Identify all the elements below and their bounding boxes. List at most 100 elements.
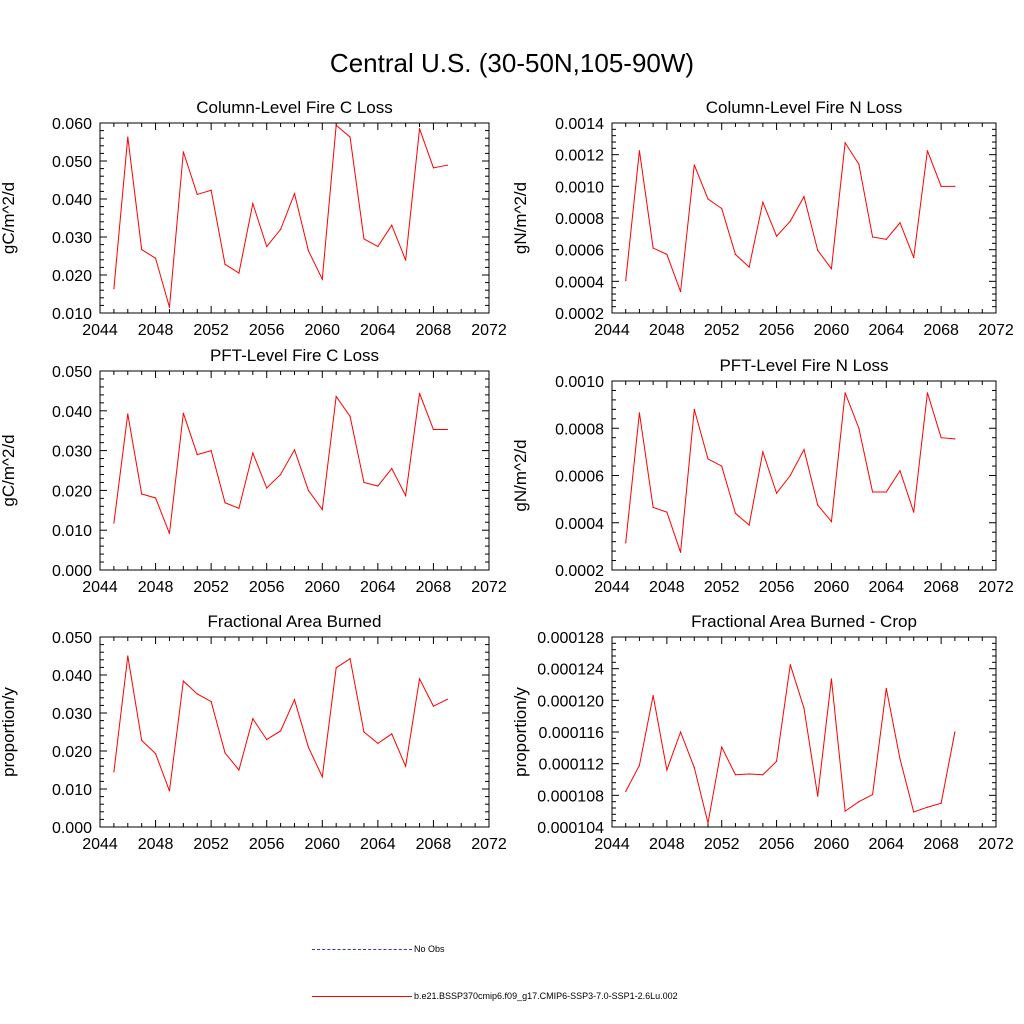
panel-2-xtick-label: 2064 (868, 322, 904, 339)
panel-1-data-point (377, 245, 379, 248)
panel-1-data-point (196, 193, 198, 196)
panel-5-data-point (405, 765, 407, 767)
panel-6-xtick-label: 2044 (594, 836, 630, 853)
panel-6-xtick-label: 2064 (868, 836, 904, 853)
panel-3-ytick-label: 0.050 (52, 364, 92, 381)
panel-4-ytick-label: 0.0010 (555, 374, 604, 391)
panel-5-data-point (321, 776, 323, 778)
panel-5-data-point (432, 705, 435, 707)
panel-2-data-point (748, 266, 750, 268)
panel-2-data-point (913, 256, 915, 259)
panel-6-xtick-label: 2056 (759, 836, 795, 853)
panel-3-data-point (196, 453, 198, 456)
panel-4-ylabel: gN/m^2/d (511, 439, 530, 511)
panel-3-ytick-label: 0.000 (52, 563, 92, 580)
legend-model-label: b.e21.BSSP370cmip6.f09_g17.CMIP6-SSP3-7.… (414, 991, 678, 1001)
panel-1-data-point (363, 238, 365, 240)
panel-2-xtick-label: 2044 (594, 322, 630, 339)
legend-model-line (312, 996, 412, 997)
panel-6-data-point (666, 769, 668, 771)
panel-3-ytick-label: 0.020 (52, 483, 92, 500)
panel-3-data-point (446, 428, 448, 431)
panel-2-series-line (625, 141, 955, 292)
panel-4-xtick-label: 2052 (704, 579, 740, 596)
panel-2-xtick-label: 2056 (759, 322, 795, 339)
panel-4-data-point (871, 491, 874, 493)
panel-3-data-point (293, 449, 296, 451)
panel-2-ytick-label: 0.0006 (555, 243, 604, 260)
panel-2-data-point (666, 253, 668, 256)
panel-1-data-point (432, 167, 435, 169)
panel-4-data-point (721, 465, 723, 467)
panel-3-data-point (238, 507, 240, 509)
panel-3-data-point (141, 493, 143, 495)
panel-2-ytick-label: 0.0010 (555, 179, 604, 196)
panel-6-data-point (638, 764, 641, 766)
panel-1-data-point (266, 245, 268, 248)
panel-5-xtick-label: 2052 (193, 836, 229, 853)
panel-1-data-point (168, 306, 171, 308)
panel-3-data-point (335, 395, 337, 398)
panel-5-series-line (113, 655, 448, 792)
panel-3-data-point (224, 502, 226, 504)
panel-5-xtick-label: 2060 (304, 836, 340, 853)
panel-1-data-point (238, 272, 240, 274)
panel-4-ytick-label: 0.0004 (555, 516, 604, 533)
panel-2-title: Column-Level Fire N Loss (706, 98, 903, 117)
panel-2-data-point (817, 249, 819, 252)
panel-1-ytick-label: 0.060 (52, 116, 92, 133)
panel-6-data-point (734, 774, 737, 776)
panel-2-data-point (858, 163, 860, 165)
panel-3-series-line (113, 393, 448, 534)
panel-6-data-point (830, 678, 833, 680)
panel-3-ylabel: gC/m^2/d (0, 434, 18, 506)
panel-2-data-point (871, 236, 874, 238)
panel-1-data-point (405, 259, 407, 261)
panel-4-data-point (830, 520, 833, 523)
panel-5-data-point (127, 655, 129, 657)
panel-5-title: Fractional Area Burned (208, 612, 382, 631)
panel-1-data-point (141, 248, 143, 251)
panel-2-data-point (844, 142, 846, 144)
panel-1-data-point (446, 164, 448, 166)
panel-2-xtick-label: 2072 (978, 322, 1014, 339)
panel-3-xtick-label: 2060 (304, 579, 340, 596)
panel-5-xtick-label: 2048 (138, 836, 174, 853)
panel-6-data-point (871, 793, 874, 796)
panel-4-data-point (940, 437, 942, 439)
panel-4-data-point (844, 392, 846, 394)
panel-1-ytick-label: 0.050 (52, 154, 92, 171)
panel-2-data-point (954, 185, 956, 187)
panel-2-data-point (830, 268, 833, 270)
panel-3-ytick-label: 0.010 (52, 523, 92, 540)
panel-4-data-point (652, 506, 654, 508)
panel-6-data-point (693, 767, 695, 769)
panel-6-data-point (940, 802, 942, 804)
panel-5-ytick-label: 0.010 (52, 782, 92, 799)
panel-4-xtick-label: 2068 (923, 579, 959, 596)
panel-4-data-point (638, 412, 641, 414)
panel-5-data-point (113, 771, 115, 773)
panel-5-data-point (196, 693, 198, 695)
panel-3-data-point (405, 494, 407, 497)
panel-1-ytick-label: 0.010 (52, 306, 92, 323)
panel-4-data-point (693, 408, 695, 410)
panel-1-xtick-label: 2064 (360, 322, 396, 339)
panel-1-data-point (127, 136, 129, 138)
panel-3-title: PFT-Level Fire C Loss (210, 346, 379, 365)
panel-5-data-point (238, 769, 240, 771)
panel-4-data-point (926, 392, 929, 394)
panel-2-data-point (803, 196, 805, 198)
panel-5-xtick-label: 2068 (416, 836, 452, 853)
panel-1-data-point (307, 250, 309, 252)
panel-2-data-point (679, 291, 682, 293)
panel-1-xtick-label: 2052 (193, 322, 229, 339)
panel-5-ytick-label: 0.000 (52, 820, 92, 837)
panel-1-title: Column-Level Fire C Loss (196, 98, 393, 117)
panel-5-data-point (293, 699, 296, 701)
panel-3-data-point (321, 508, 323, 511)
panel-2-xtick-label: 2052 (704, 322, 740, 339)
panel-3-xtick-label: 2056 (249, 579, 285, 596)
panel-1-xtick-label: 2072 (471, 322, 507, 339)
panel-4-xtick-label: 2060 (814, 579, 850, 596)
